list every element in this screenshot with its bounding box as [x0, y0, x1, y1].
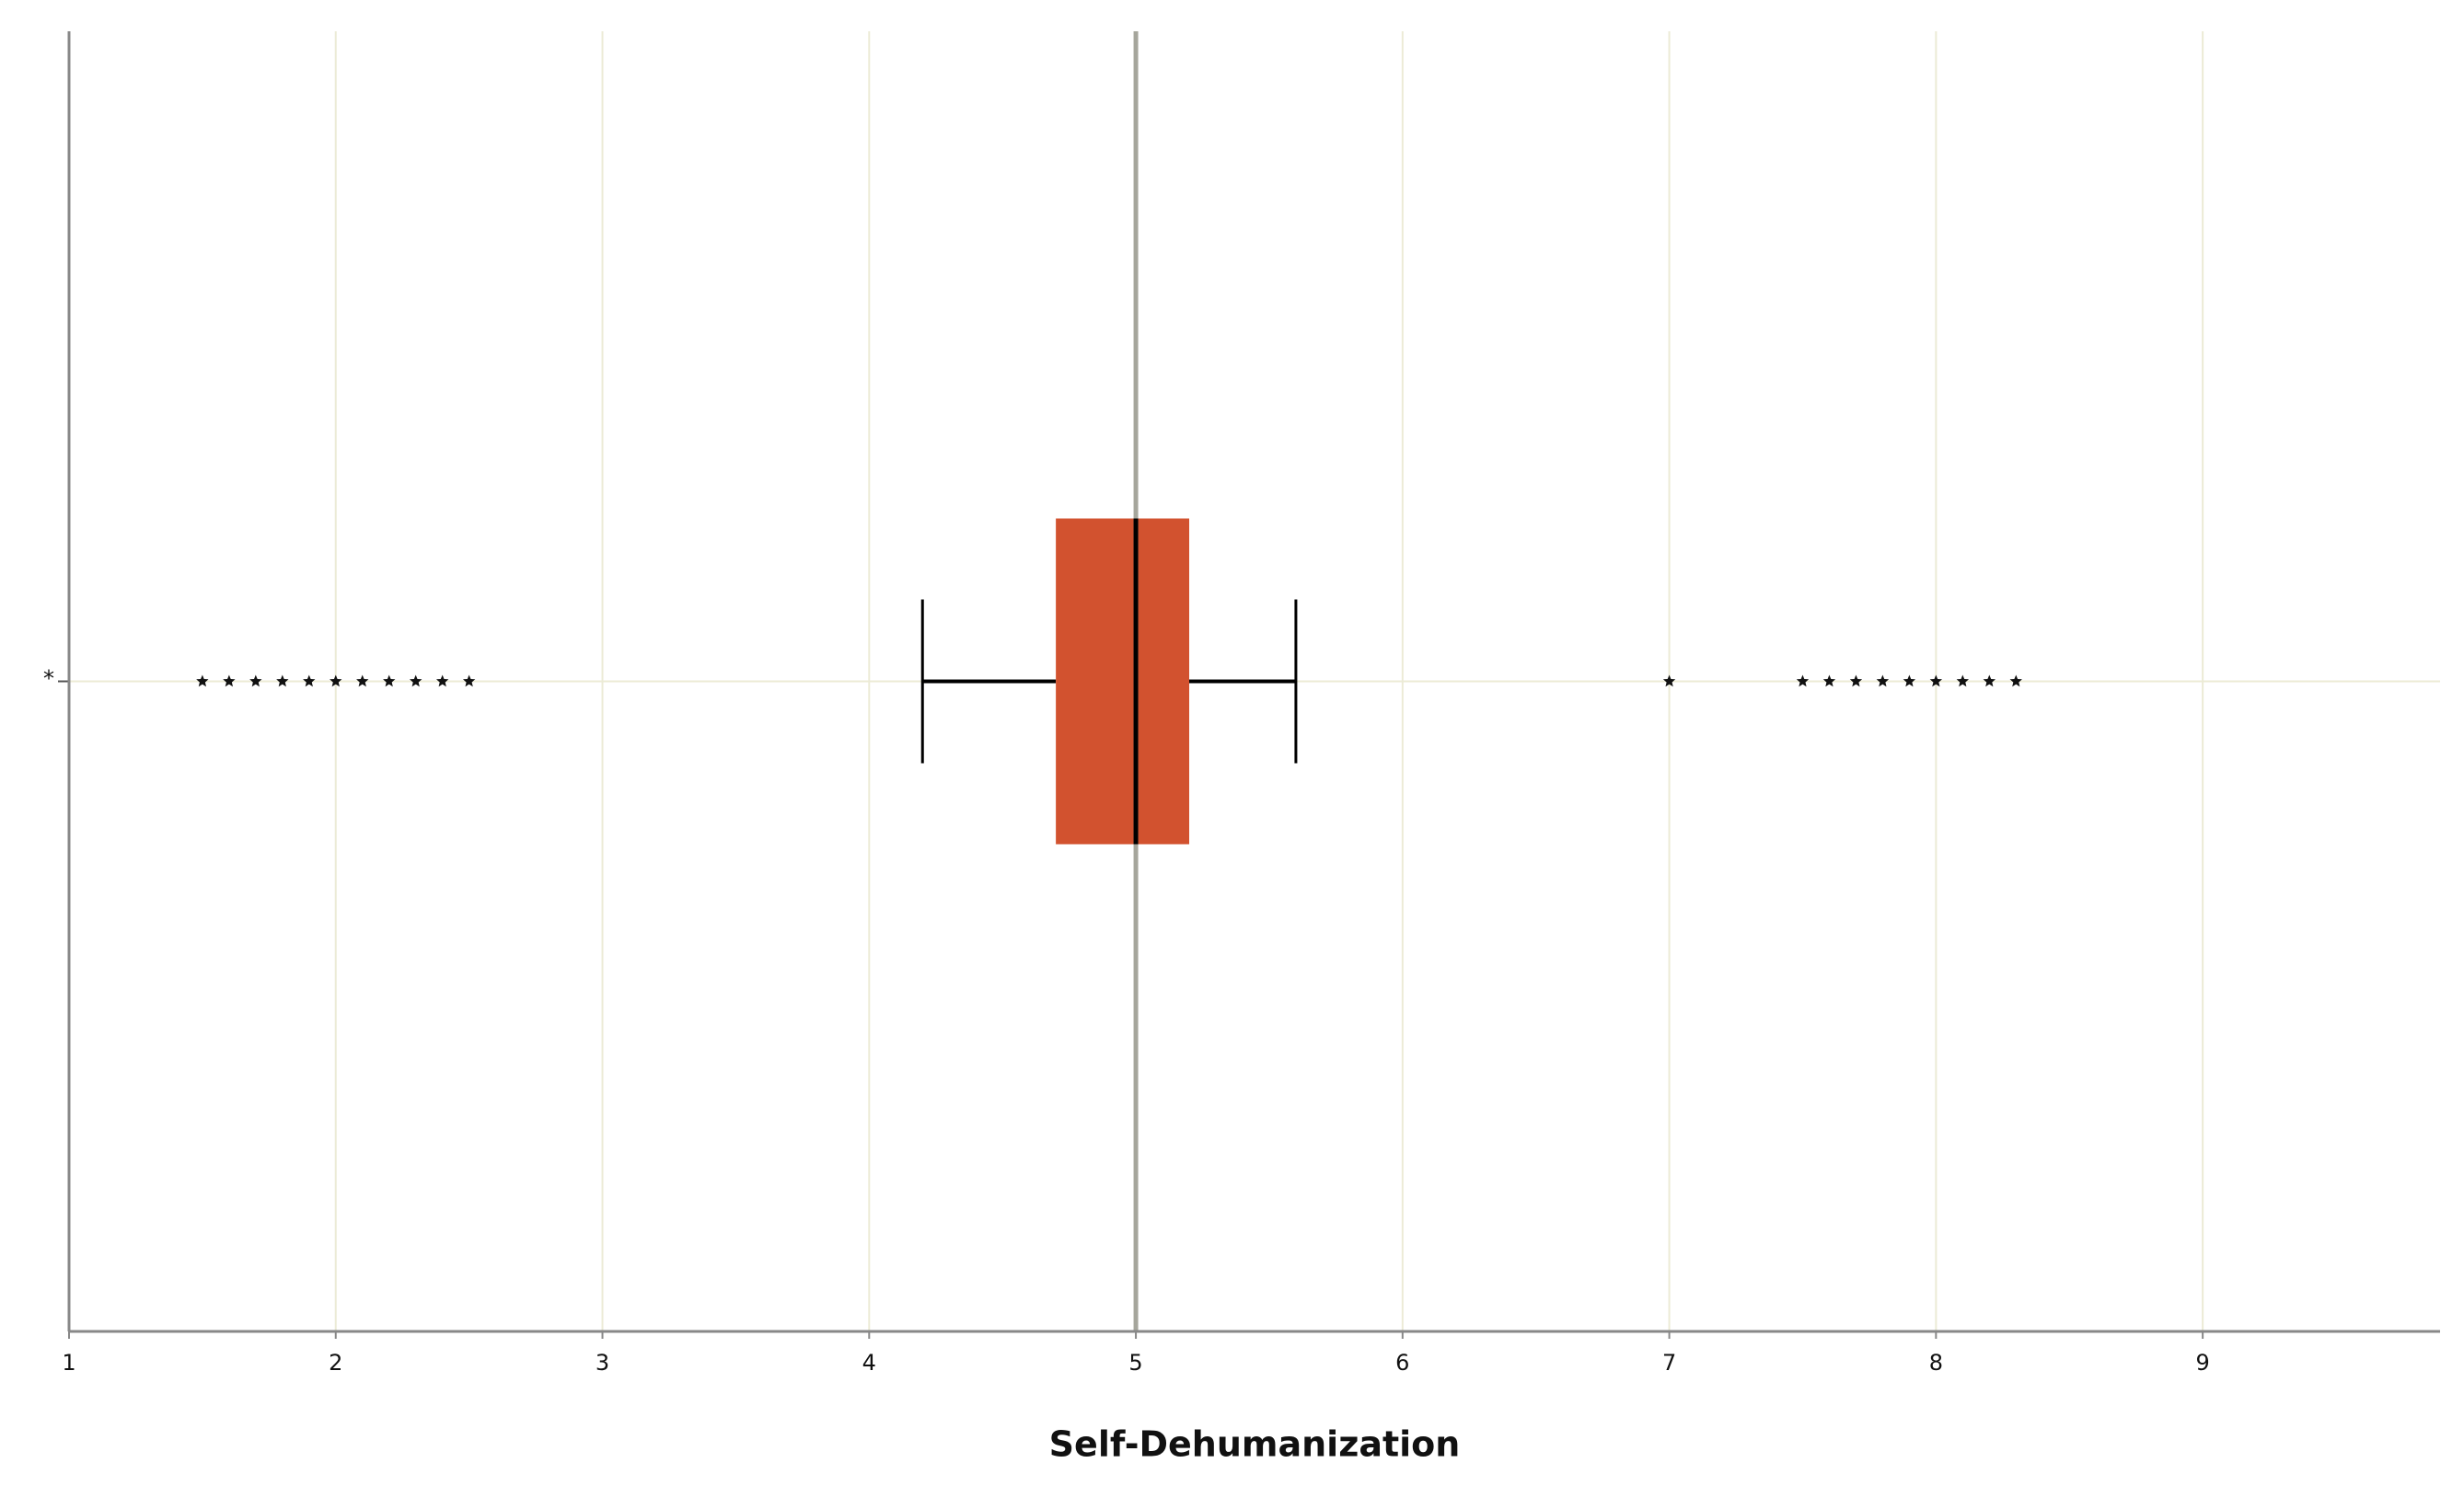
x-axis-title: Self-Dehumanization: [1049, 1424, 1461, 1465]
outlier: [463, 674, 476, 687]
x-tick-label: 9: [2195, 1350, 2209, 1376]
outlier: [1662, 674, 1676, 687]
x-tick-label: 6: [1395, 1350, 1409, 1376]
outlier: [249, 674, 262, 687]
x-tick-label: 5: [1128, 1350, 1142, 1376]
outlier: [383, 674, 396, 687]
outlier: [196, 674, 209, 687]
outlier: [356, 674, 369, 687]
outlier: [303, 674, 316, 687]
outlier: [1849, 674, 1863, 687]
outlier: [410, 674, 422, 687]
outlier: [1796, 674, 1810, 687]
y-tick-label: *: [43, 666, 54, 692]
x-tick-label: 2: [329, 1350, 342, 1376]
x-tick-label: 3: [596, 1350, 609, 1376]
box: [1056, 518, 1190, 845]
outlier: [2009, 674, 2022, 687]
outlier: [1876, 674, 1890, 687]
x-tick-label: 1: [62, 1350, 75, 1376]
x-tick-label: 8: [1929, 1350, 1943, 1376]
outlier: [436, 674, 449, 687]
outlier: [1983, 674, 1995, 687]
outlier: [330, 674, 342, 687]
outlier: [1929, 674, 1942, 687]
outlier: [1956, 674, 1969, 687]
x-tick-label: 7: [1662, 1350, 1676, 1376]
outlier: [276, 674, 289, 687]
x-tick-label: 4: [862, 1350, 876, 1376]
outlier: [223, 674, 236, 687]
outlier: [1822, 674, 1836, 687]
outlier: [1903, 674, 1915, 687]
